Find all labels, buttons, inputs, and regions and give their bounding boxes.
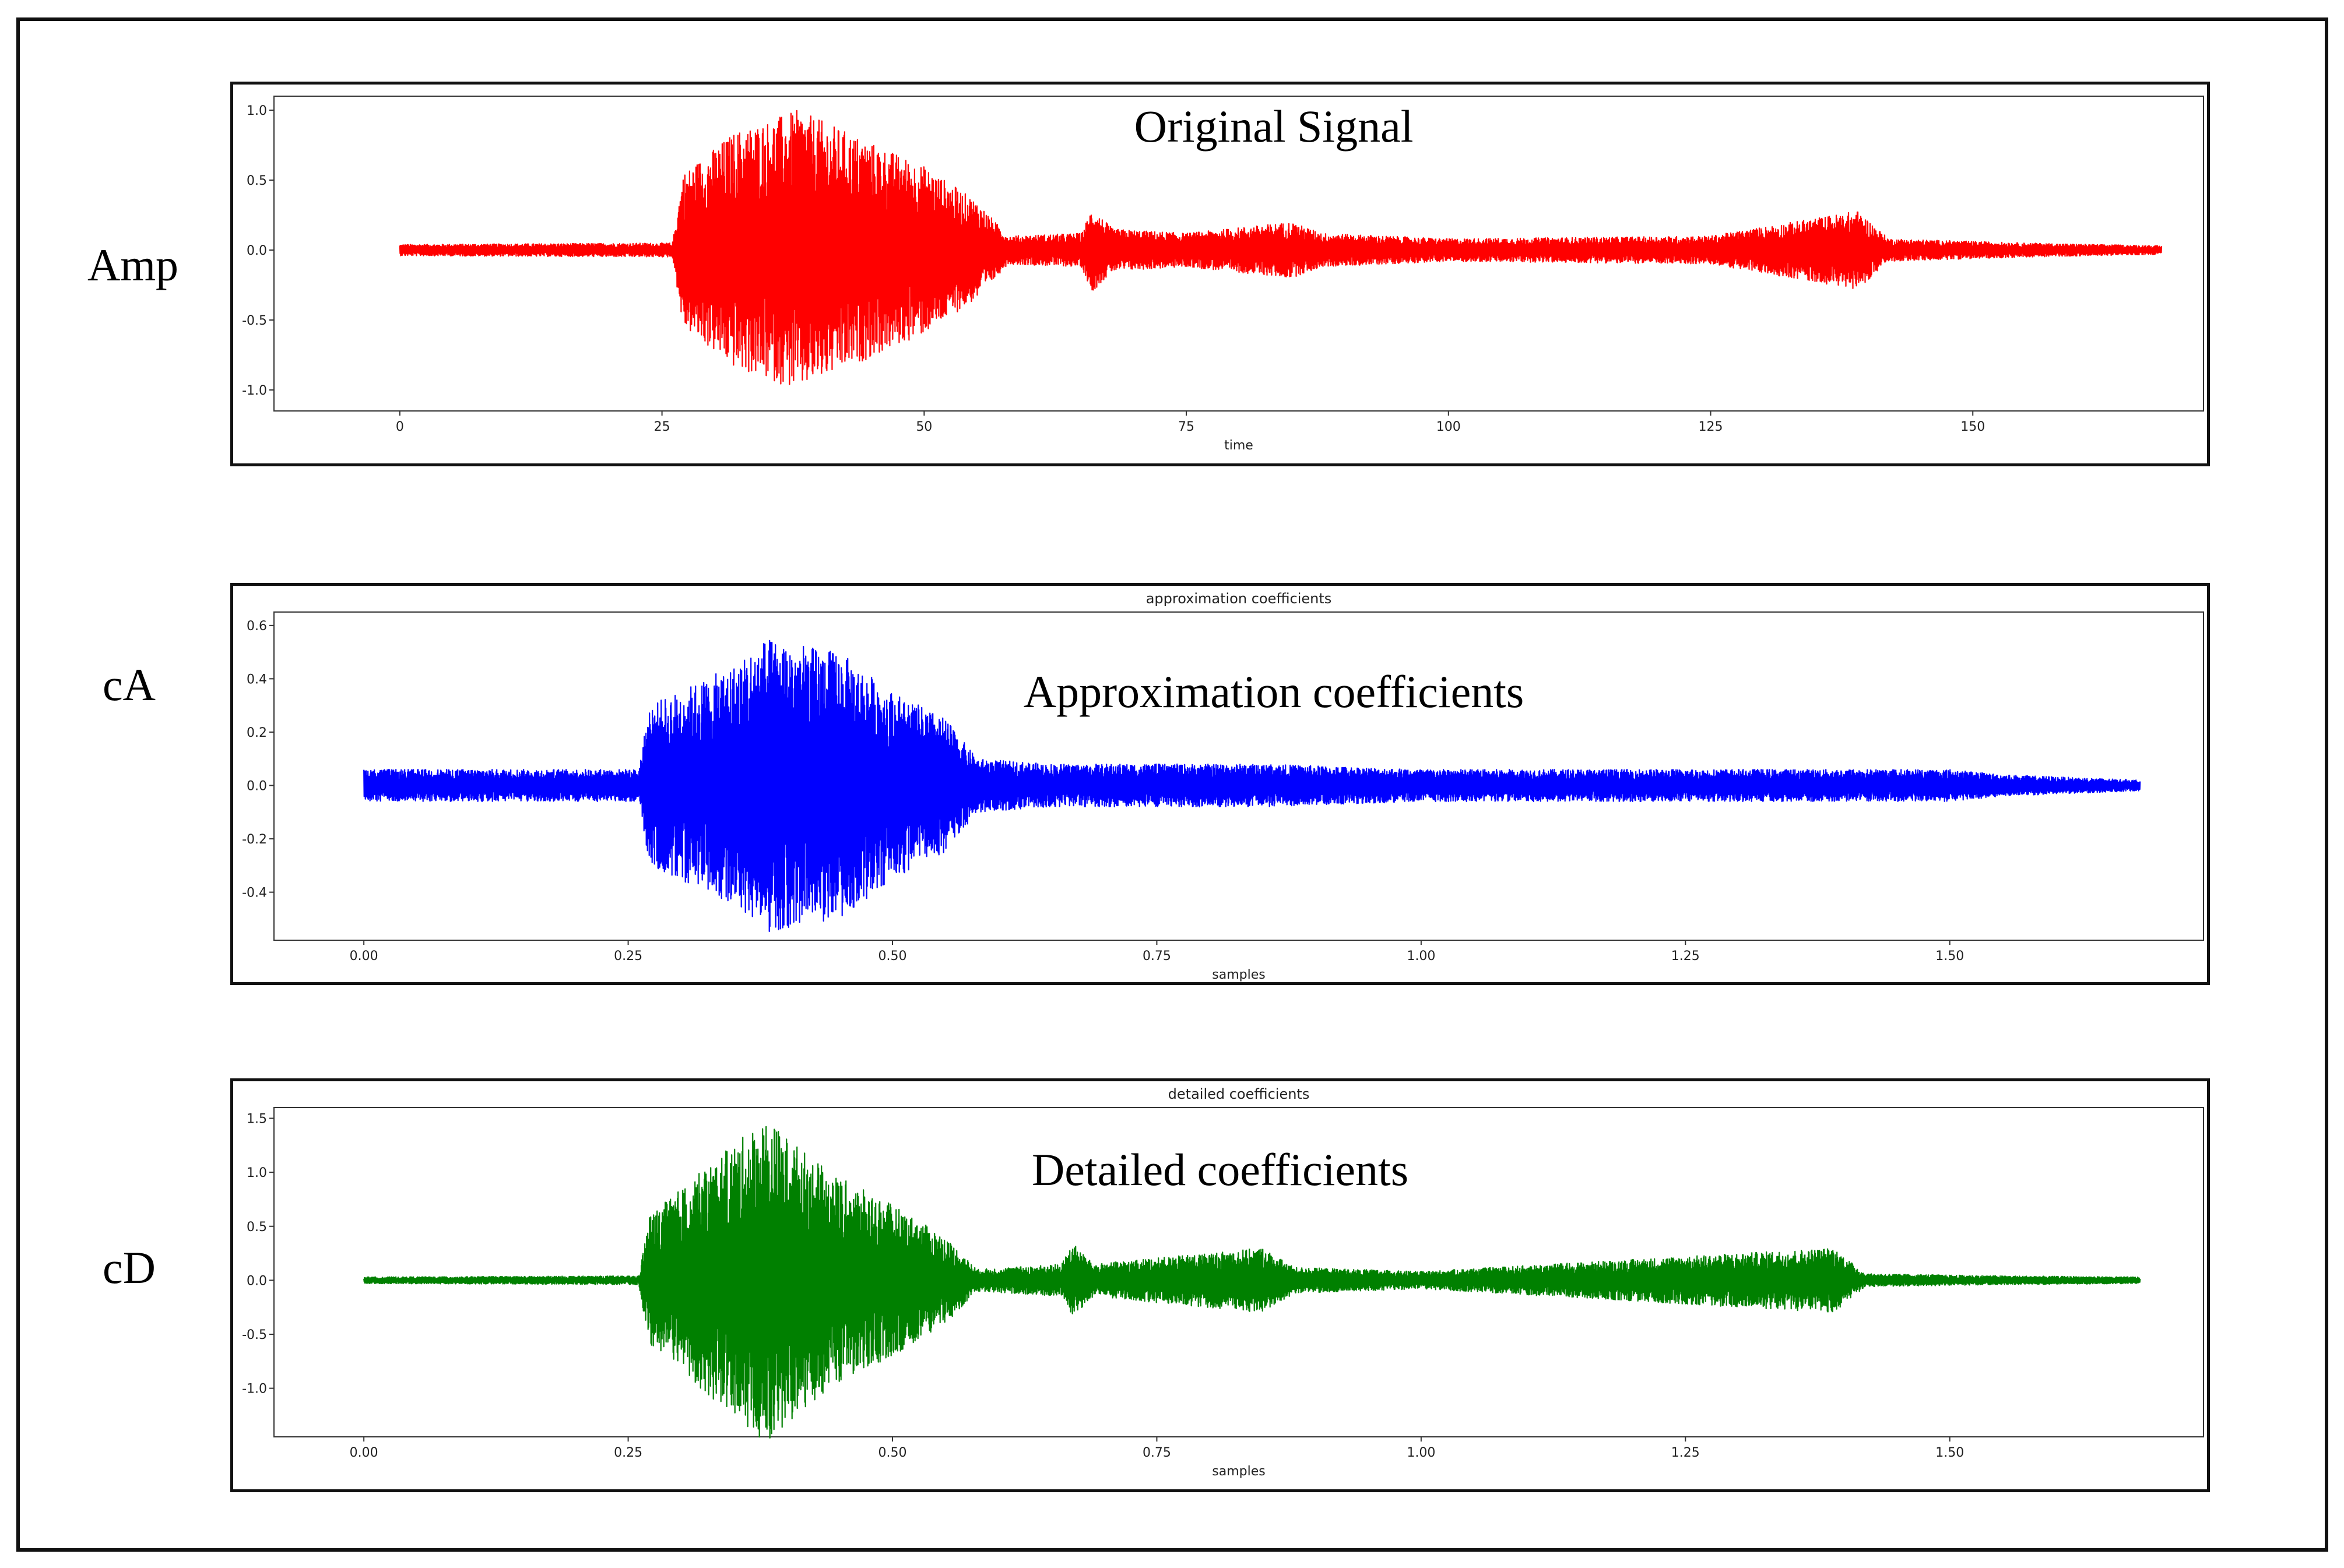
approximation-coefficients-chart: approximation coefficients -0.4 -0.2 0.0 0.2… (242, 590, 2204, 982)
x-tick-label: 0 (396, 420, 404, 434)
original-signal-chart: -1.0 -0.5 0.0 0.5 1.0 0 25 50 75 100 125 150 time (242, 96, 2204, 453)
y-tick-label: -0.2 (242, 832, 267, 847)
x-tick-label: 100 (1436, 420, 1461, 434)
x-tick-label: 1.00 (1407, 1446, 1435, 1460)
x-tick-label: 1.00 (1407, 949, 1435, 964)
x-tick-label: 0.50 (878, 949, 907, 964)
y-tick-label: 0.2 (247, 726, 267, 740)
x-tick-label: 0.75 (1143, 949, 1171, 964)
row-label-ca: cA (103, 659, 156, 710)
x-axis-label: samples (1212, 968, 1265, 982)
row-label-amp: Amp (87, 240, 178, 290)
x-tick-label: 0.75 (1143, 1446, 1171, 1460)
y-tick-label: 1.0 (247, 104, 267, 118)
x-tick-label: 0.25 (614, 949, 642, 964)
x-tick-label: 0.00 (350, 1446, 378, 1460)
y-tick-label: -1.0 (242, 384, 267, 398)
waveform-series (363, 639, 2141, 932)
waveform-series (363, 1126, 2141, 1439)
x-axis-label: samples (1212, 1464, 1265, 1479)
axes-box (273, 1107, 2204, 1437)
x-tick-label: 0.25 (614, 1446, 642, 1460)
waveform-series (399, 110, 2163, 385)
y-tick-label: 0.5 (247, 1220, 267, 1235)
x-tick-label: 25 (654, 420, 670, 434)
y-tick-label: 0.0 (247, 244, 267, 258)
x-tick-label: 0.00 (350, 949, 378, 964)
panel-frame-original (230, 82, 2210, 466)
y-tick-label: -1.0 (242, 1382, 267, 1397)
x-tick-label: 1.25 (1671, 949, 1700, 964)
x-tick-label: 0.50 (878, 1446, 907, 1460)
chart-title: detailed coefficients (1168, 1086, 1310, 1102)
x-tick-label: 50 (916, 420, 932, 434)
x-tick-label: 1.25 (1671, 1446, 1700, 1460)
x-tick-label: 1.50 (1935, 1446, 1964, 1460)
y-tick-label: 1.0 (247, 1166, 267, 1180)
axes-box (273, 611, 2204, 941)
overlay-label-detailed: Detailed coefficients (1031, 1144, 1409, 1195)
y-tick-label: 0.4 (247, 672, 267, 687)
y-tick-label: 0.5 (247, 174, 267, 188)
y-tick-label: 0.6 (247, 619, 267, 634)
overlay-label-approximation: Approximation coefficients (1023, 666, 1524, 717)
y-tick-label: -0.5 (242, 314, 267, 328)
overlay-label-original-signal: Original Signal (1134, 101, 1414, 152)
x-tick-label: 150 (1960, 420, 1985, 434)
y-tick-label: 0.0 (247, 1274, 267, 1288)
y-tick-label: -0.4 (242, 886, 267, 901)
detailed-coefficients-chart: detailed coefficients -1.0 -0.5 0.0 0.5 1.0 1.… (242, 1086, 2204, 1479)
x-tick-label: 75 (1178, 420, 1194, 434)
x-tick-label: 1.50 (1935, 949, 1964, 964)
y-tick-label: 0.0 (247, 779, 267, 794)
row-label-cd: cD (103, 1242, 156, 1293)
y-tick-label: 1.5 (247, 1112, 267, 1127)
x-tick-label: 125 (1699, 420, 1723, 434)
y-tick-label: -0.5 (242, 1328, 267, 1342)
x-axis-label: time (1224, 438, 1253, 453)
axes-box (273, 96, 2204, 412)
chart-title: approximation coefficients (1146, 590, 1332, 607)
